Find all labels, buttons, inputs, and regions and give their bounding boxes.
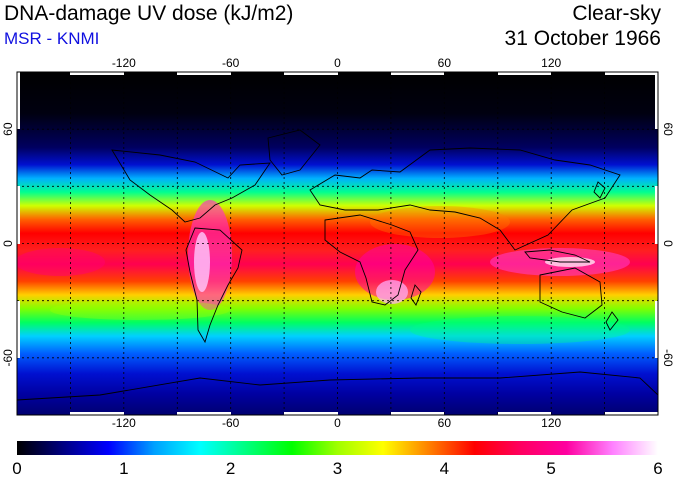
date-label: 31 October 1966 xyxy=(504,27,661,50)
latitude-labels-right: 60 0 -60 xyxy=(661,122,675,366)
colorbar xyxy=(17,441,658,455)
coastline-indonesia xyxy=(524,249,591,263)
lon-tick-label-top: 60 xyxy=(438,56,452,70)
lon-tick-label-top: -120 xyxy=(112,56,136,70)
regional-variations xyxy=(17,200,630,344)
colorbar-tick-label: 3 xyxy=(333,459,342,478)
colorbar-tick-label: 6 xyxy=(653,459,662,478)
lon-tick-label-bottom: 0 xyxy=(334,416,341,430)
lat-tick-label-left: 60 xyxy=(1,122,15,136)
coastline-australia xyxy=(539,267,603,319)
lon-tick-label-bottom: 60 xyxy=(438,416,452,430)
coastline-eurasia xyxy=(309,147,621,251)
frame-ticks xyxy=(17,72,658,415)
coastline-madagascar xyxy=(410,284,422,306)
coastlines xyxy=(17,129,658,401)
coastline-north-america xyxy=(111,149,271,223)
lon-tick-label-bottom: -60 xyxy=(222,416,240,430)
lon-tick-label-top: -60 xyxy=(222,56,240,70)
coastline-south-america xyxy=(185,227,243,344)
colorbar-tick-label: 4 xyxy=(440,459,449,478)
lon-tick-label-bottom: -120 xyxy=(112,416,136,430)
lat-tick-label-left: 0 xyxy=(1,240,15,247)
lon-tick-label-bottom: 120 xyxy=(541,416,561,430)
coastline-africa xyxy=(324,214,419,306)
longitude-labels-top: -120 -60 0 60 120 xyxy=(112,56,562,70)
coastline-antarctica xyxy=(17,371,658,401)
map-frame xyxy=(16,71,659,416)
gridlines xyxy=(17,72,658,415)
sky-condition-label: Clear-sky xyxy=(572,2,661,25)
lat-tick-label-right: 0 xyxy=(661,240,675,247)
lat-tick-label-right: 60 xyxy=(661,122,675,136)
colorbar-tick-label: 1 xyxy=(119,459,128,478)
longitude-labels-bottom: -120 -60 0 60 120 xyxy=(112,416,562,430)
colorbar-tick-label: 2 xyxy=(226,459,235,478)
map-title: DNA-damage UV dose (kJ/m2) xyxy=(4,2,294,25)
colorbar-labels: 0 1 2 3 4 5 6 xyxy=(12,459,662,478)
lon-tick-label-top: 120 xyxy=(541,56,561,70)
colorbar-tick-label: 5 xyxy=(546,459,555,478)
colorbar-tick-label: 0 xyxy=(12,459,21,478)
lat-tick-label-right: -60 xyxy=(661,349,675,367)
latitude-labels-left: 60 0 -60 xyxy=(1,122,15,366)
source-label: MSR - KNMI xyxy=(4,29,100,48)
coastline-greenland xyxy=(267,129,321,176)
coastline-new-zealand xyxy=(605,311,619,331)
lat-tick-label-left: -60 xyxy=(1,349,15,367)
lon-tick-label-top: 0 xyxy=(334,56,341,70)
